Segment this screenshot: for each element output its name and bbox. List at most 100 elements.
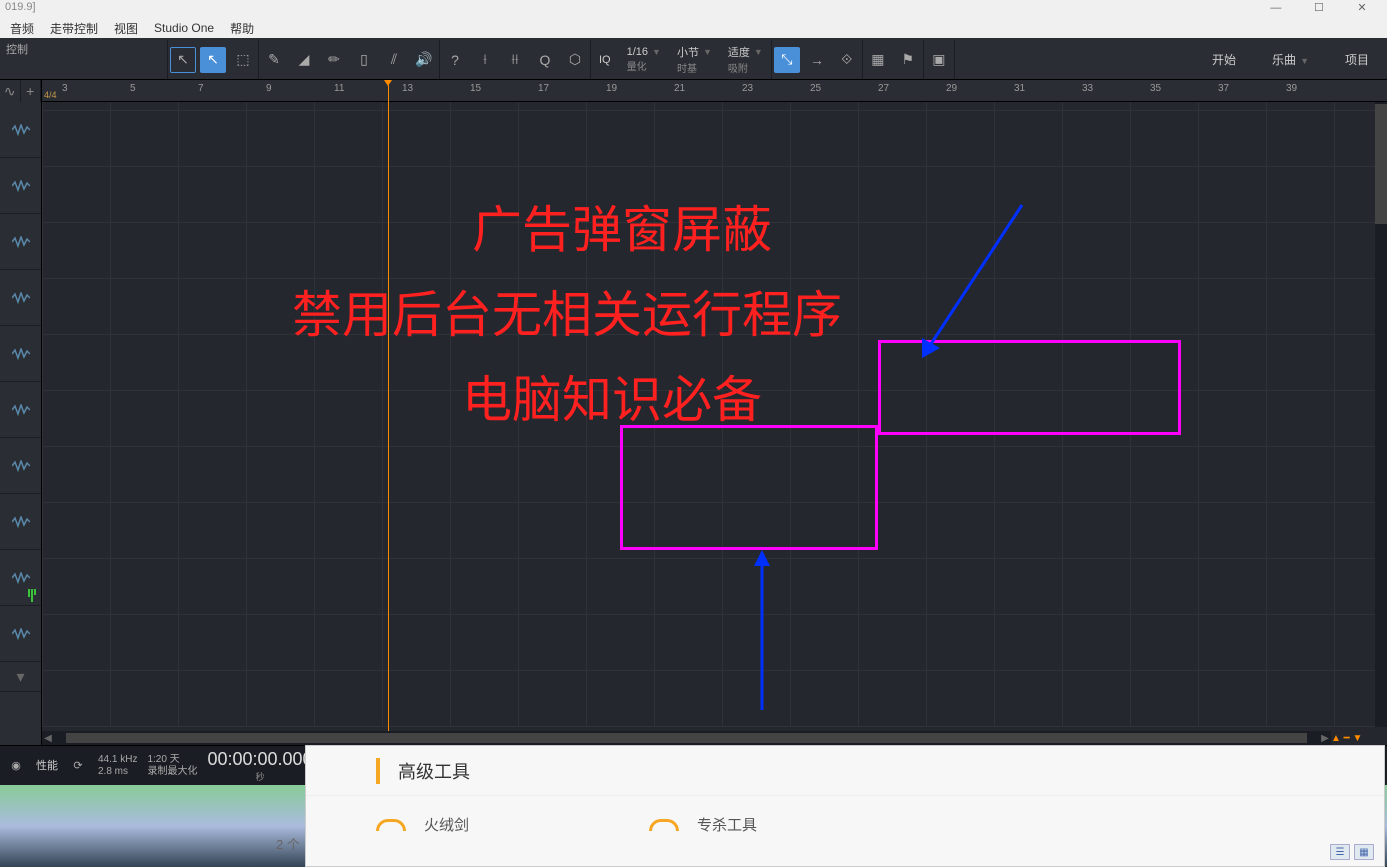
ruler-mark: 9 bbox=[266, 83, 272, 94]
annotation-box-1 bbox=[620, 425, 878, 550]
timebase-group[interactable]: 小节▼ 时基 bbox=[669, 42, 720, 77]
waveform-icon bbox=[12, 236, 30, 248]
minimize-button[interactable]: — bbox=[1256, 2, 1296, 14]
sample-rate: 44.1 kHz bbox=[98, 754, 137, 766]
menu-view[interactable]: 视图 bbox=[106, 20, 146, 37]
list-view-icon[interactable]: ☰ bbox=[1330, 844, 1350, 860]
action-icon[interactable]: ⟊⟊ bbox=[502, 47, 528, 73]
group-icon[interactable]: ▦ bbox=[865, 47, 891, 73]
track-header[interactable] bbox=[0, 382, 41, 438]
vertical-scrollbar[interactable] bbox=[1375, 102, 1387, 727]
mute-tool-icon[interactable]: ▯ bbox=[351, 47, 377, 73]
ruler-mark: 33 bbox=[1082, 83, 1093, 94]
ruler-mark: 35 bbox=[1150, 83, 1161, 94]
quantize-group[interactable]: IQ bbox=[591, 52, 619, 68]
toolbar: ↖ ↖ ⬚ ✎ ◢ ✏ ▯ ⫽ 🔊 ? ⟊ ⟊⟊ Q ⬡ IQ 1/16▼ 量化… bbox=[0, 38, 1387, 80]
tempo-icon[interactable]: ⬡ bbox=[562, 47, 588, 73]
ruler-mark: 29 bbox=[946, 83, 957, 94]
ruler-mark: 27 bbox=[878, 83, 889, 94]
listen-tool-icon[interactable]: 🔊 bbox=[411, 47, 437, 73]
menu-audio[interactable]: 音频 bbox=[2, 20, 42, 37]
split-tool-icon[interactable]: ✎ bbox=[261, 47, 287, 73]
info-tool-icon[interactable]: ? bbox=[442, 47, 468, 73]
waveform-icon bbox=[12, 404, 30, 416]
maximize-button[interactable]: ☐ bbox=[1299, 1, 1339, 14]
waveform-icon bbox=[12, 180, 30, 192]
menu-help[interactable]: 帮助 bbox=[222, 20, 262, 37]
video-icon[interactable]: ▣ bbox=[926, 47, 952, 73]
ruler-mark: 19 bbox=[606, 83, 617, 94]
timecode[interactable]: 00:00:00.000 bbox=[207, 749, 312, 770]
menu-studioone[interactable]: Studio One bbox=[146, 21, 222, 35]
ruler-mark: 15 bbox=[470, 83, 481, 94]
accent-bar bbox=[376, 758, 380, 784]
track-header[interactable] bbox=[0, 494, 41, 550]
snap-group[interactable]: 适度▼ 吸附 bbox=[720, 42, 771, 77]
snap-toggle-icon[interactable]: ⟐ bbox=[834, 47, 860, 73]
track-header[interactable] bbox=[0, 158, 41, 214]
ruler-mark: 3 bbox=[62, 83, 68, 94]
ruler-mark: 39 bbox=[1286, 83, 1297, 94]
pointer-tool-icon[interactable]: ↖ bbox=[200, 47, 226, 73]
tool-icon bbox=[649, 819, 679, 831]
menu-transport[interactable]: 走带控制 bbox=[42, 20, 106, 37]
arrange-canvas[interactable]: 4/4 3579111315171921232527293133353739 广… bbox=[42, 80, 1387, 745]
timesig-label: 4/4 bbox=[44, 90, 57, 100]
window-titlebar: 019.9] — ☐ ✕ bbox=[0, 0, 1387, 18]
ruler-mark: 17 bbox=[538, 83, 549, 94]
tab-song[interactable]: 乐曲▼ bbox=[1254, 47, 1327, 72]
add-track-icon[interactable]: + bbox=[21, 80, 42, 102]
autoscroll-icon[interactable]: ⤡ bbox=[774, 47, 800, 73]
grid-view-icon[interactable]: ▦ bbox=[1354, 844, 1374, 860]
track-header[interactable] bbox=[0, 326, 41, 382]
track-header[interactable] bbox=[0, 606, 41, 662]
midi-activity-icon: ◉ bbox=[6, 756, 26, 776]
arrange-area: ∿ + ▾ 4/4 357911131517192123252729313335… bbox=[0, 80, 1387, 745]
performance-info[interactable]: 性能 bbox=[36, 760, 58, 772]
marker-icon[interactable]: ⚑ bbox=[895, 47, 921, 73]
item-count: 2 个 bbox=[276, 834, 300, 853]
horizontal-scrollbar[interactable]: ◀▶ bbox=[42, 731, 1331, 745]
waveform-icon bbox=[12, 572, 30, 584]
annotation-arrow-2 bbox=[912, 200, 1032, 360]
track-header[interactable] bbox=[0, 214, 41, 270]
timeline-ruler[interactable]: 4/4 3579111315171921232527293133353739 bbox=[42, 80, 1387, 102]
tool-item-1[interactable]: 火绒剑 bbox=[376, 814, 469, 835]
zoom-controls[interactable]: ▲ ━ ▼ bbox=[1331, 731, 1375, 745]
waveform-icon bbox=[12, 628, 30, 640]
track-header[interactable] bbox=[0, 270, 41, 326]
track-header[interactable] bbox=[0, 102, 41, 158]
track-header[interactable]: ▾ bbox=[0, 662, 41, 692]
quantize-value[interactable]: 1/16▼ 量化 bbox=[619, 44, 669, 75]
tab-start[interactable]: 开始 bbox=[1194, 47, 1254, 72]
bend-tool-icon[interactable]: ⫽ bbox=[381, 47, 407, 73]
window-controls: — ☐ ✕ bbox=[1256, 1, 1382, 17]
close-button[interactable]: ✕ bbox=[1342, 1, 1382, 14]
ruler-mark: 13 bbox=[402, 83, 413, 94]
annotation-line3: 电脑知识必备 bbox=[462, 360, 762, 432]
track-header[interactable] bbox=[0, 438, 41, 494]
track-header[interactable] bbox=[0, 550, 41, 606]
rec-time: 1:20 天 bbox=[147, 754, 197, 766]
macro-icon[interactable]: Q bbox=[532, 47, 558, 73]
tab-project[interactable]: 项目 bbox=[1327, 47, 1387, 72]
arrow-tool-icon[interactable]: ↖ bbox=[170, 47, 196, 73]
strip-silence-icon[interactable]: ⟊ bbox=[472, 47, 498, 73]
follow-icon[interactable]: → bbox=[804, 47, 830, 73]
ruler-mark: 7 bbox=[198, 83, 204, 94]
control-label: 控制 bbox=[0, 39, 34, 59]
global-automation-icon[interactable]: ∿ bbox=[0, 80, 21, 102]
tool-item-2[interactable]: 专杀工具 bbox=[649, 814, 757, 835]
eraser-tool-icon[interactable]: ◢ bbox=[291, 47, 317, 73]
track-header-column: ∿ + ▾ bbox=[0, 80, 42, 745]
waveform-icon bbox=[12, 460, 30, 472]
waveform-icon bbox=[12, 516, 30, 528]
cpu-meter-icon: ⟳ bbox=[68, 756, 88, 776]
range-tool-icon[interactable]: ⬚ bbox=[230, 47, 256, 73]
playhead[interactable] bbox=[388, 80, 389, 745]
paint-tool-icon[interactable]: ✏ bbox=[321, 47, 347, 73]
window-title: 019.9] bbox=[5, 1, 36, 17]
annotation-arrow-1 bbox=[742, 550, 782, 710]
ruler-mark: 31 bbox=[1014, 83, 1025, 94]
waveform-icon bbox=[12, 348, 30, 360]
